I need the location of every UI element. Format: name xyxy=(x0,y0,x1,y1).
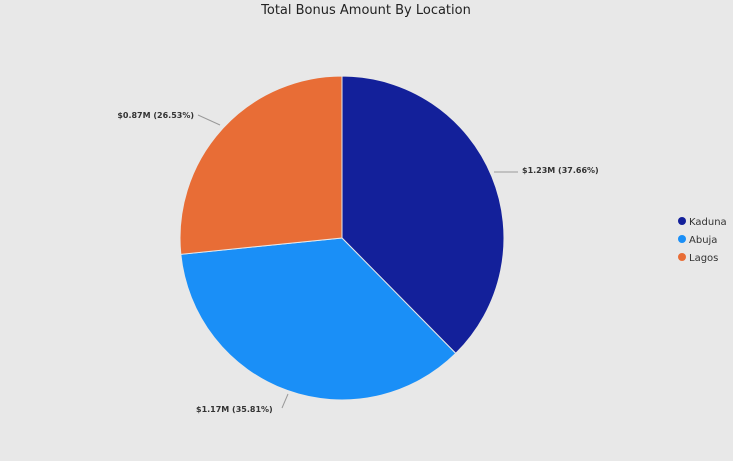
legend-swatch-kaduna[interactable] xyxy=(678,217,686,225)
legend-label-lagos[interactable]: Lagos xyxy=(689,253,718,264)
data-label-abuja: $1.17M (35.81%) xyxy=(196,405,273,414)
pie-slice-abuja[interactable] xyxy=(180,237,457,401)
chart-title: Total Bonus Amount By Location xyxy=(260,3,471,18)
pie-slice-kaduna[interactable] xyxy=(341,75,505,355)
pie-slices xyxy=(179,75,505,401)
legend-swatch-abuja[interactable] xyxy=(678,235,686,243)
legend-swatch-lagos[interactable] xyxy=(678,253,686,261)
legend: Kaduna Abuja Lagos xyxy=(678,217,727,264)
pie-slice-lagos[interactable] xyxy=(179,75,343,255)
legend-label-abuja[interactable]: Abuja xyxy=(689,235,717,246)
data-labels: $1.23M (37.66%) $1.17M (35.81%) $0.87M (26… xyxy=(117,111,598,414)
leader-line-lagos xyxy=(197,114,221,126)
leader-line-abuja xyxy=(281,393,289,409)
legend-label-kaduna[interactable]: Kaduna xyxy=(689,217,727,228)
data-label-lagos: $0.87M (26.53%) xyxy=(117,111,194,120)
data-label-kaduna: $1.23M (37.66%) xyxy=(522,166,599,175)
